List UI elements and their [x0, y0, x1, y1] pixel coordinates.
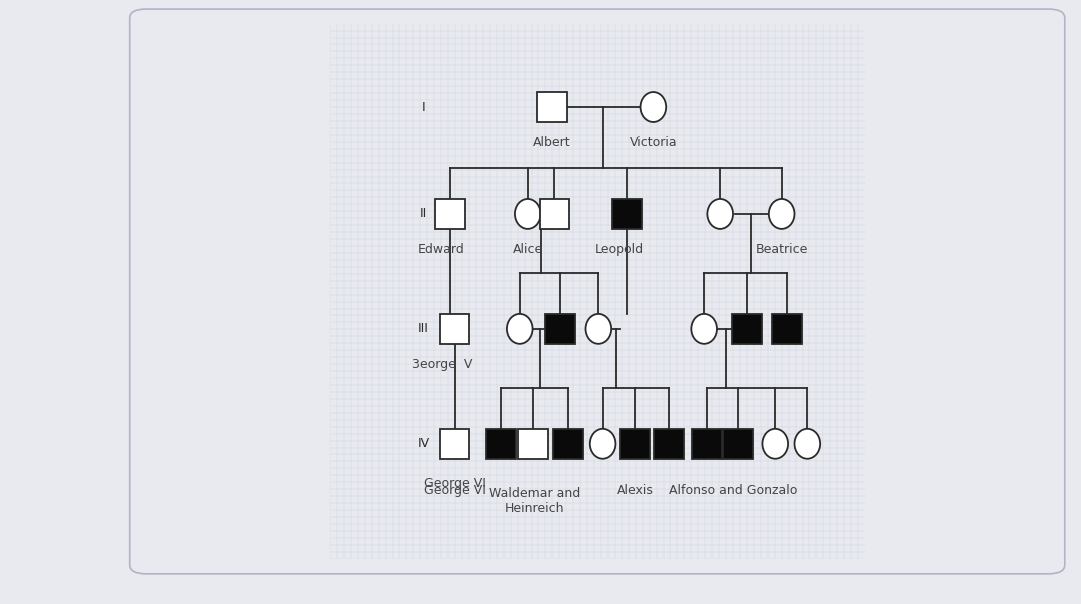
Bar [537, 92, 566, 122]
Ellipse shape [590, 429, 615, 459]
Bar [732, 314, 762, 344]
Text: Waldemar and
Heinreich: Waldemar and Heinreich [489, 487, 579, 515]
Ellipse shape [586, 314, 611, 344]
Bar [772, 314, 802, 344]
Text: I: I [422, 100, 425, 114]
Bar [612, 199, 642, 229]
Ellipse shape [692, 314, 717, 344]
Bar [486, 429, 516, 459]
Text: Victoria: Victoria [629, 137, 677, 149]
Text: Alice: Alice [512, 243, 543, 256]
Ellipse shape [762, 429, 788, 459]
Text: Alfonso and Gonzalo: Alfonso and Gonzalo [669, 484, 798, 497]
Text: Leopold: Leopold [596, 243, 644, 256]
Bar [539, 199, 570, 229]
Ellipse shape [641, 92, 666, 122]
Bar [440, 429, 469, 459]
Text: Edward: Edward [417, 243, 464, 256]
Text: III: III [418, 323, 429, 335]
Ellipse shape [769, 199, 795, 229]
Bar [518, 429, 548, 459]
Text: 3eorge  V: 3eorge V [412, 358, 472, 371]
Text: IV: IV [417, 437, 429, 450]
Ellipse shape [515, 199, 540, 229]
Text: George VI: George VI [424, 484, 485, 497]
Bar [619, 429, 650, 459]
Bar [692, 429, 722, 459]
Ellipse shape [795, 429, 820, 459]
Ellipse shape [507, 314, 533, 344]
Bar [723, 429, 752, 459]
Text: George VI: George VI [424, 477, 485, 490]
Text: Albert: Albert [533, 137, 571, 149]
Bar [436, 199, 465, 229]
Text: Beatrice: Beatrice [756, 243, 808, 256]
Bar [552, 429, 583, 459]
Text: II: II [419, 207, 427, 220]
Bar [654, 429, 684, 459]
Bar [545, 314, 575, 344]
Bar [440, 314, 469, 344]
Ellipse shape [707, 199, 733, 229]
Text: Alexis: Alexis [617, 484, 654, 497]
